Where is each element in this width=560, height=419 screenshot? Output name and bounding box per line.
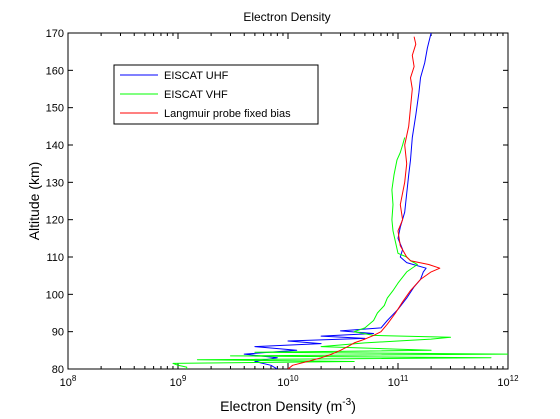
- legend-label-2: EISCAT VHF: [164, 89, 228, 101]
- series-line-3: [287, 36, 441, 369]
- x-tick-label-exponent: 11: [400, 374, 409, 383]
- y-axis-label: Altitude (km): [26, 162, 42, 241]
- y-tick-label: 150: [46, 103, 64, 115]
- chart-title: Electron Density: [243, 10, 330, 24]
- x-tick-label: 109: [170, 374, 187, 389]
- y-tick-label: 170: [46, 28, 64, 40]
- x-tick-label: 1012: [497, 374, 519, 389]
- x-axis-label-close: ): [351, 398, 356, 414]
- y-tick-label: 110: [46, 252, 64, 264]
- x-tick-labels: 108 109 1010 1011 1012: [60, 374, 519, 389]
- series-lines: [172, 33, 508, 369]
- x-tick-label: 1010: [277, 374, 299, 389]
- x-tick-label-exponent: 8: [72, 374, 77, 383]
- legend-entries: EISCAT UHF EISCAT VHF Langmuir probe fixed…: [120, 70, 291, 120]
- x-tick-label-base: 10: [497, 377, 509, 389]
- y-tick-label: 130: [46, 177, 64, 189]
- x-axis-label-base: Electron Density (m: [220, 398, 342, 414]
- x-axis-label-exponent: -3: [342, 397, 351, 408]
- y-tick-label: 140: [46, 140, 64, 152]
- y-tick-label: 90: [52, 327, 64, 339]
- legend-label-3: Langmuir probe fixed bias: [164, 108, 291, 120]
- legend-label-1: EISCAT UHF: [164, 70, 229, 82]
- legend: EISCAT UHF EISCAT VHF Langmuir probe fixed…: [113, 64, 319, 125]
- x-tick-label-base: 10: [277, 377, 289, 389]
- x-tick-label-base: 10: [388, 377, 400, 389]
- x-tick-label-base: 10: [60, 377, 72, 389]
- x-tick-label-exponent: 12: [510, 374, 519, 383]
- y-tick-label: 120: [46, 215, 64, 227]
- x-tick-label-exponent: 10: [290, 374, 299, 383]
- x-tick-label-exponent: 9: [182, 374, 187, 383]
- x-tick-label: 1011: [388, 374, 409, 389]
- y-tick-label: 100: [46, 289, 64, 301]
- x-tick-label: 108: [60, 374, 77, 389]
- series-line-2: [172, 137, 508, 369]
- x-tick-label-base: 10: [170, 377, 182, 389]
- y-tick-label: 80: [52, 364, 64, 376]
- y-tick-labels: 80 90 100 110 120 130 140 150 160 170: [46, 28, 64, 376]
- x-axis-label: Electron Density (m-3): [220, 397, 356, 414]
- y-tick-label: 160: [46, 65, 64, 77]
- axis-ticks: [67, 32, 509, 370]
